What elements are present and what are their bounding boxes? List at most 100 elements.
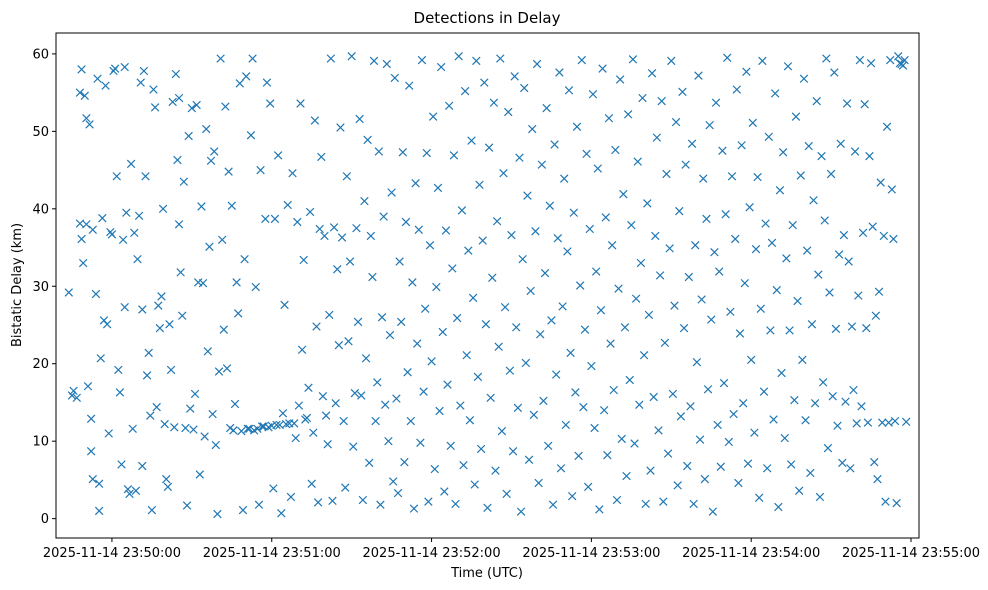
detection-point bbox=[165, 320, 174, 329]
detection-point bbox=[854, 291, 863, 300]
detection-point bbox=[889, 234, 898, 244]
detection-point bbox=[868, 222, 877, 231]
detection-point bbox=[213, 509, 222, 519]
detection-point bbox=[707, 315, 716, 324]
detection-point bbox=[718, 146, 727, 155]
detection-point bbox=[713, 420, 722, 430]
detection-point bbox=[110, 64, 120, 73]
detection-point bbox=[484, 143, 494, 152]
detection-point bbox=[115, 388, 125, 397]
detection-point bbox=[412, 339, 422, 348]
detection-point bbox=[77, 65, 86, 74]
detection-point bbox=[219, 325, 229, 334]
detection-point bbox=[801, 416, 810, 425]
detection-point bbox=[305, 207, 315, 217]
detection-point bbox=[237, 426, 246, 436]
detection-point bbox=[772, 285, 781, 295]
detection-point bbox=[88, 474, 97, 484]
detection-point bbox=[521, 358, 531, 368]
detection-point bbox=[404, 81, 414, 90]
detection-point bbox=[761, 219, 770, 228]
detection-point bbox=[170, 423, 179, 432]
detection-point bbox=[559, 174, 569, 183]
detection-point bbox=[82, 220, 91, 229]
detection-point bbox=[636, 258, 646, 268]
detection-point bbox=[715, 267, 724, 276]
detection-point bbox=[572, 122, 582, 131]
detection-point bbox=[179, 177, 189, 186]
detection-point bbox=[368, 272, 377, 282]
detection-point bbox=[655, 271, 665, 280]
detection-point bbox=[550, 140, 559, 149]
detection-point bbox=[567, 491, 577, 501]
detection-point bbox=[878, 418, 887, 427]
detection-point bbox=[639, 350, 649, 360]
detection-point bbox=[582, 149, 591, 159]
detection-point bbox=[323, 440, 332, 449]
detection-point bbox=[417, 55, 427, 65]
detection-point bbox=[251, 282, 260, 292]
detection-point bbox=[660, 338, 670, 348]
detection-point bbox=[534, 478, 543, 488]
detection-point bbox=[133, 254, 142, 264]
detection-point bbox=[563, 247, 572, 256]
detection-point bbox=[641, 499, 650, 509]
detection-point bbox=[380, 400, 390, 410]
detection-point bbox=[205, 242, 214, 251]
detection-point bbox=[901, 417, 911, 427]
detection-point bbox=[377, 313, 387, 322]
detection-point bbox=[769, 415, 778, 424]
detection-point bbox=[288, 168, 297, 178]
detection-point bbox=[826, 169, 836, 179]
detection-point bbox=[200, 432, 209, 441]
detection-point bbox=[794, 486, 804, 495]
detection-point bbox=[529, 410, 539, 420]
detection-point bbox=[496, 54, 505, 63]
detection-point bbox=[384, 436, 393, 446]
detection-point bbox=[500, 302, 510, 312]
detection-point bbox=[173, 155, 182, 165]
detection-point bbox=[619, 189, 628, 199]
detection-point bbox=[291, 433, 300, 443]
detection-point bbox=[125, 489, 134, 499]
detection-point bbox=[691, 240, 700, 250]
detection-point bbox=[591, 267, 601, 276]
detection-point bbox=[599, 405, 609, 415]
detection-point bbox=[596, 306, 606, 315]
detection-point bbox=[579, 402, 588, 412]
detection-point bbox=[392, 394, 401, 403]
detection-point bbox=[742, 67, 751, 76]
detection-point bbox=[94, 506, 104, 516]
detection-point bbox=[342, 172, 352, 181]
detection-point bbox=[849, 385, 858, 395]
detection-point bbox=[817, 151, 826, 161]
detection-point bbox=[711, 98, 721, 107]
detection-point bbox=[737, 141, 746, 150]
detection-point bbox=[492, 216, 502, 226]
detection-point bbox=[96, 354, 105, 363]
detection-point bbox=[846, 464, 855, 473]
detection-point bbox=[700, 474, 710, 484]
detection-point bbox=[818, 378, 828, 387]
detection-point bbox=[168, 97, 177, 107]
detection-point bbox=[627, 220, 636, 230]
detection-point bbox=[838, 458, 847, 468]
detection-point bbox=[651, 231, 660, 241]
detection-point bbox=[435, 406, 444, 416]
detection-point bbox=[227, 201, 237, 210]
detection-point bbox=[246, 131, 256, 140]
detection-point bbox=[678, 87, 687, 97]
detection-point bbox=[516, 507, 526, 516]
detection-point bbox=[152, 402, 161, 412]
detection-point bbox=[774, 502, 783, 512]
detection-point bbox=[746, 355, 756, 365]
detection-point bbox=[830, 68, 839, 77]
detection-point bbox=[710, 247, 719, 257]
detection-point bbox=[564, 86, 574, 95]
detection-point bbox=[155, 323, 165, 333]
detection-point bbox=[120, 302, 129, 312]
detection-point bbox=[154, 301, 163, 310]
detection-point bbox=[130, 228, 139, 238]
detection-point bbox=[622, 471, 631, 481]
detection-point bbox=[898, 61, 908, 70]
